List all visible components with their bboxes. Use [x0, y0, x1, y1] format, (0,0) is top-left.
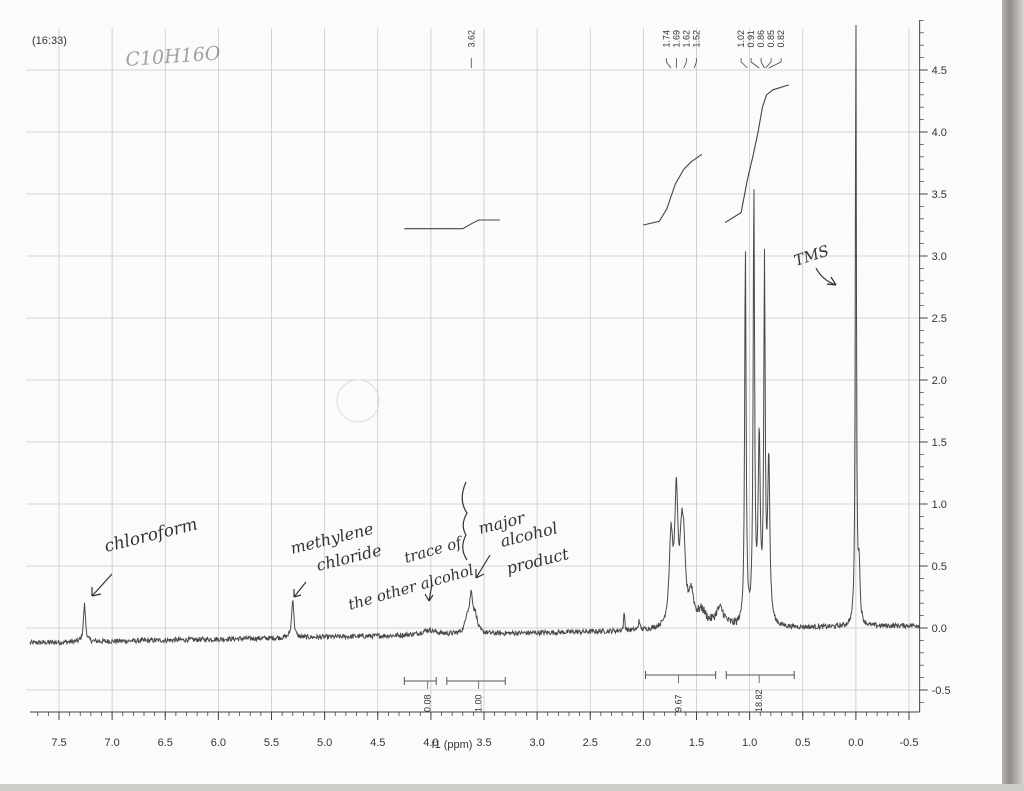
integral-value: 0.08: [423, 694, 433, 712]
peak-label: 0.85: [766, 30, 776, 48]
integral-curve: [404, 219, 500, 230]
tms-arrow: [815, 267, 837, 286]
peak-label: 1.52: [691, 30, 701, 48]
y-tick-label: -0.5: [932, 685, 951, 697]
peak-leader: [740, 58, 748, 69]
x-tick-label: 1.5: [689, 737, 704, 749]
peak-label: 0.91: [746, 30, 756, 48]
peak-label: 1.02: [736, 30, 746, 48]
peak-label: 1.69: [671, 30, 681, 48]
integral-value: 9.67: [673, 694, 683, 712]
integral-curve: [724, 84, 790, 223]
peak-label: 0.86: [756, 30, 766, 48]
annotation-product: product: [504, 544, 571, 578]
peak-label: 3.62: [466, 30, 476, 48]
handwritten-annotations: chloroform methylene chloride trace of t…: [91, 242, 837, 614]
y-tick-label: 1.0: [932, 499, 947, 511]
integral-curve: [643, 153, 703, 226]
annotation-chloroform: chloroform: [102, 514, 199, 556]
x-tick-label: 3.0: [529, 737, 544, 749]
integral-value: 18.82: [754, 689, 764, 712]
y-tick-label: 4.5: [932, 65, 947, 77]
y-tick-label: 2.5: [932, 313, 947, 325]
x-tick-label: 6.5: [158, 737, 173, 749]
peak-leader: [760, 58, 765, 69]
integral-bars: 0.08 1.00 9.67 18.82: [403, 671, 795, 712]
y-tick-label: 2.0: [932, 375, 947, 387]
annotation-tms: TMS: [792, 242, 831, 270]
x-tick-label: 7.0: [104, 737, 119, 749]
peak-label: 1.74: [661, 30, 671, 48]
x-tick-label: -0.5: [900, 737, 919, 749]
y-tick-label: 0.5: [932, 561, 947, 573]
peak-label: 0.82: [776, 30, 786, 48]
y-tick-label: 0.0: [932, 623, 947, 635]
y-tick-label: 3.0: [932, 251, 947, 263]
peak-leader: [750, 58, 760, 69]
nmr-spectrum-chart: 3.62 1.74 1.69 1.62 1.52 1.02 0.91 0.86 0.85 0.82…: [26, 19, 951, 751]
peak-labels: 3.62 1.74 1.69 1.62 1.52 1.02 0.91 0.86 0.85 0.82: [466, 30, 786, 69]
x-tick-label: 2.0: [636, 737, 651, 749]
integral-value: 1.00: [474, 694, 484, 712]
handwritten-brace: [461, 481, 468, 561]
chloroform-arrow: [91, 573, 113, 597]
major-arrow: [475, 554, 491, 579]
peak-leader: [768, 58, 782, 69]
peak-leader: [665, 58, 672, 69]
x-tick-label: 5.5: [264, 737, 279, 749]
y-tick-label: 4.0: [932, 127, 947, 139]
peak-leader: [693, 58, 697, 69]
x-tick-label: 0.5: [795, 737, 810, 749]
y-tick-label: 3.5: [932, 189, 947, 201]
x-tick-label: 4.5: [370, 737, 385, 749]
x-tick-label: 2.5: [583, 737, 598, 749]
spectrum-sheet: [0, 0, 1002, 784]
scanner-bottom-edge: [0, 784, 1024, 791]
grid: [26, 28, 920, 712]
integral-curves: [404, 84, 790, 230]
y-tick-label: 1.5: [932, 437, 947, 449]
axes: 7.5 7.0 6.5 6.0 5.5 5.0 4.5 4.0 3.5 3.0 2.5 2.0 1.5 1…: [30, 19, 951, 749]
x-tick-label: 1.0: [742, 737, 757, 749]
scan-smudge: [336, 379, 380, 423]
peak-leader: [683, 58, 687, 69]
x-tick-label: 7.5: [51, 737, 66, 749]
peak-label: 1.62: [681, 30, 691, 48]
x-tick-label: 3.5: [476, 737, 491, 749]
spectrum-line: [29, 24, 920, 647]
x-tick-label: 5.0: [317, 737, 332, 749]
x-tick-label: 4.0: [423, 737, 438, 749]
x-tick-label: 6.0: [211, 737, 226, 749]
trace-arrow: [424, 583, 434, 602]
annotation-trace: trace of: [402, 533, 466, 567]
peak-leader: [765, 58, 772, 69]
handwritten-formula: C10H16O: [125, 42, 222, 71]
annotation-other-alcohol: the other alcohol: [346, 561, 476, 614]
formula-note: C10H16O: [125, 42, 222, 71]
methylene-arrow: [293, 581, 307, 598]
scanner-edge: [1002, 0, 1024, 791]
timestamp: (16:33): [32, 35, 67, 47]
x-axis-title: f1 (ppm): [432, 739, 473, 751]
x-tick-label: 0.0: [848, 737, 863, 749]
